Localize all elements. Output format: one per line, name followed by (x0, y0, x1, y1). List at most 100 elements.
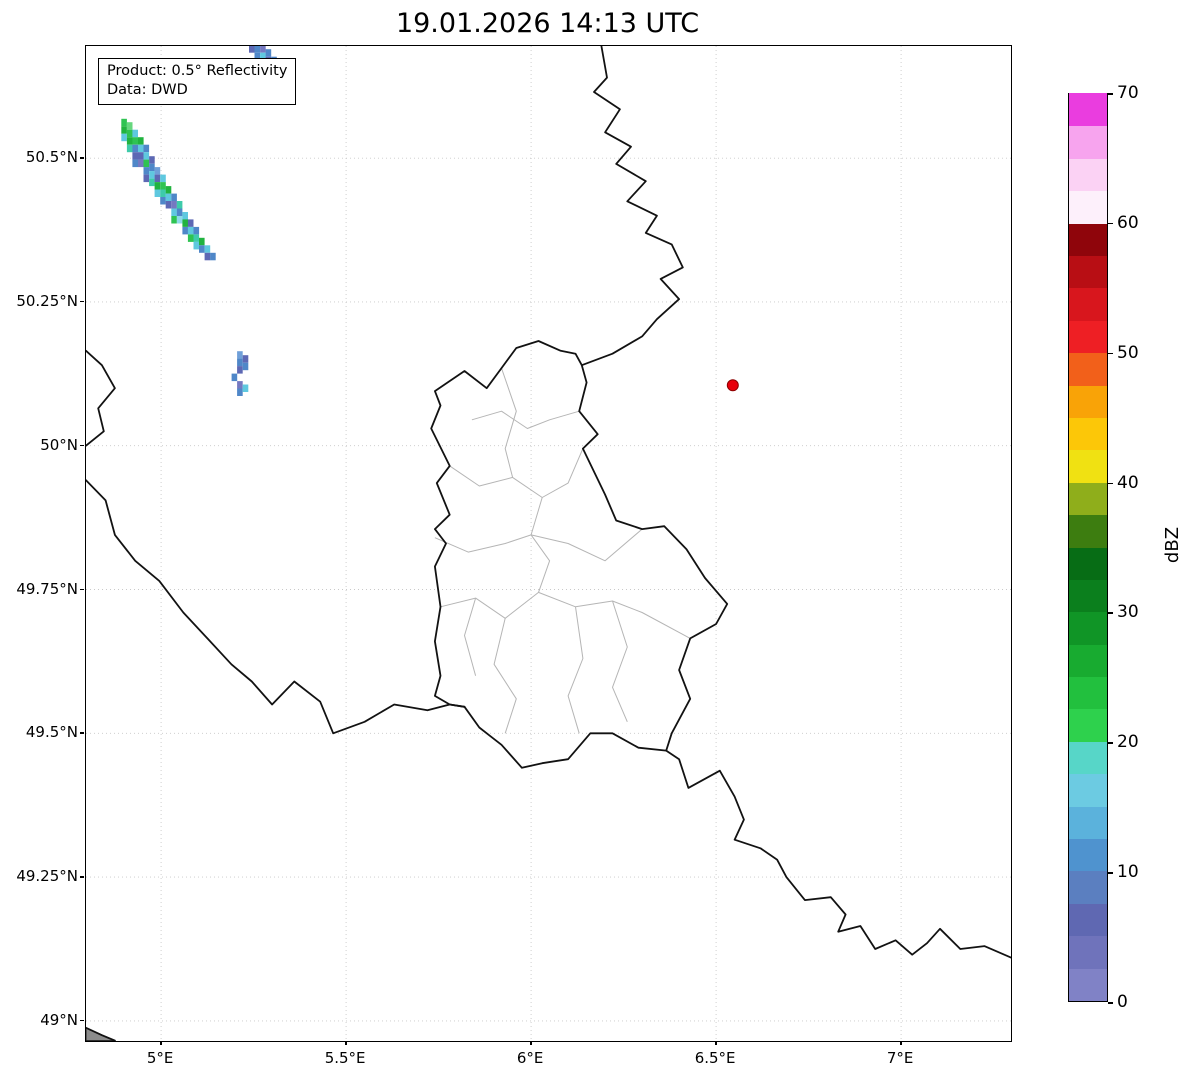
colorbar-tick-mark (1108, 482, 1113, 485)
colorbar-axis-label: dBZ (1162, 526, 1183, 564)
canton-border (493, 618, 517, 734)
canton-border (464, 597, 477, 676)
radar-echo-cell (199, 237, 205, 246)
radar-echo-cell (242, 355, 249, 363)
country-border (580, 46, 684, 367)
colorbar-tick-mark (1108, 222, 1113, 225)
radar-echo-cell (121, 133, 127, 142)
radar-echo-cell (237, 388, 243, 396)
y-tick-label: 49.75°N (16, 579, 78, 598)
radar-echo-cell (237, 351, 243, 359)
radar-echo-cell (165, 201, 172, 209)
colorbar-segment (1069, 125, 1107, 159)
map-canvas: Product: 0.5° Reflectivity Data: DWD (85, 45, 1012, 1042)
x-tick-mark (345, 1041, 347, 1045)
radar-echo-cell (121, 126, 127, 134)
radar-echo-cell (182, 219, 188, 227)
colorbar-tick-label: 0 (1117, 992, 1128, 1012)
colorbar-segment (1069, 967, 1107, 1001)
radar-echo-cell (154, 167, 161, 175)
canton-border (471, 410, 580, 429)
y-tick-mark (80, 876, 84, 878)
radar-echo-cell (138, 144, 144, 153)
x-tick-label: 6°E (516, 1049, 544, 1067)
radar-echo-cell (149, 171, 155, 179)
x-tick-label: 5°E (146, 1049, 174, 1067)
colorbar-segment (1069, 416, 1107, 451)
radar-echo-cell (149, 178, 155, 187)
y-tick-label: 49.5°N (25, 723, 78, 742)
colorbar-tick-label: 50 (1117, 342, 1139, 363)
colorbar-tick-label: 10 (1117, 862, 1139, 883)
x-tick-mark (530, 1041, 532, 1045)
radar-echo-cell (182, 212, 188, 220)
colorbar-segment (1069, 481, 1107, 516)
radar-echo-cell (231, 373, 238, 382)
radar-echo-cell (154, 189, 161, 197)
country-border (86, 1026, 116, 1041)
colorbar-tick-label: 20 (1117, 732, 1139, 753)
x-tick-label: 7°E (886, 1049, 914, 1067)
radar-echo-cell (126, 129, 133, 138)
y-tick-label: 50.25°N (16, 291, 78, 310)
colorbar-segment (1069, 740, 1107, 775)
y-tick-mark (80, 1019, 84, 1022)
colorbar-tick-label: 40 (1117, 472, 1139, 493)
radar-echo-cell (193, 241, 200, 250)
radar-echo-cell (187, 226, 194, 235)
colorbar-tick-label: 70 (1117, 83, 1139, 103)
country-border (665, 749, 1011, 959)
colorbar-segment (1069, 772, 1107, 807)
colorbar-tick-label: 60 (1117, 212, 1139, 233)
colorbar-segment (1069, 546, 1107, 580)
colorbar-segment (1069, 805, 1107, 840)
radar-echo-cell (138, 152, 144, 160)
radar-echo-cell (176, 201, 183, 209)
colorbar-tick-mark (1108, 742, 1113, 744)
radar-echo-cell (138, 159, 144, 168)
country-border (86, 349, 116, 447)
radar-echo-cell (204, 252, 211, 261)
colorbar-segment (1069, 254, 1107, 289)
x-tick-label: 5.5°E (324, 1049, 366, 1067)
colorbar-segment (1069, 902, 1107, 937)
colorbar-segment (1069, 92, 1107, 127)
radar-echo-cell (132, 152, 138, 160)
colorbar (1068, 92, 1108, 1002)
radar-echo-cell (242, 384, 249, 392)
y-tick-mark (80, 588, 84, 590)
y-tick-mark (80, 300, 84, 303)
radar-echo-cell (182, 226, 188, 235)
radar-echo-cell (126, 144, 133, 153)
colorbar-segment (1069, 934, 1107, 969)
colorbar-segment (1069, 351, 1107, 386)
colorbar-segment (1069, 222, 1107, 256)
radar-echo-cell (143, 167, 150, 175)
radar-echo-cell (132, 144, 138, 153)
map-svg (86, 46, 1011, 1041)
radar-site-marker (726, 379, 739, 392)
x-tick-mark (715, 1041, 717, 1045)
radar-echo-cell (204, 245, 211, 253)
colorbar-tick-label: 30 (1117, 602, 1139, 623)
radar-echo-cell (249, 46, 255, 53)
y-tick-mark (80, 157, 84, 159)
colorbar-segment (1069, 870, 1107, 904)
radar-echo-cell (254, 52, 261, 61)
radar-echo-cell (160, 197, 166, 205)
country-border (430, 340, 729, 769)
radar-echo-cell (237, 366, 243, 374)
radar-echo-cell (237, 381, 243, 389)
colorbar-segment (1069, 578, 1107, 613)
colorbar-segment (1069, 448, 1107, 483)
radar-echo-cell (242, 362, 249, 371)
canton-border (567, 606, 584, 734)
plot-title: 19.01.2026 14:13 UTC (395, 8, 700, 39)
radar-echo-cell (171, 201, 177, 209)
colorbar-tick-mark (1108, 93, 1113, 95)
radar-echo-cell (149, 163, 155, 172)
radar-echo-cell (171, 216, 177, 224)
y-tick-label: 49°N (40, 1010, 78, 1029)
radar-echo-cell (176, 208, 183, 216)
x-tick-mark (160, 1041, 162, 1045)
